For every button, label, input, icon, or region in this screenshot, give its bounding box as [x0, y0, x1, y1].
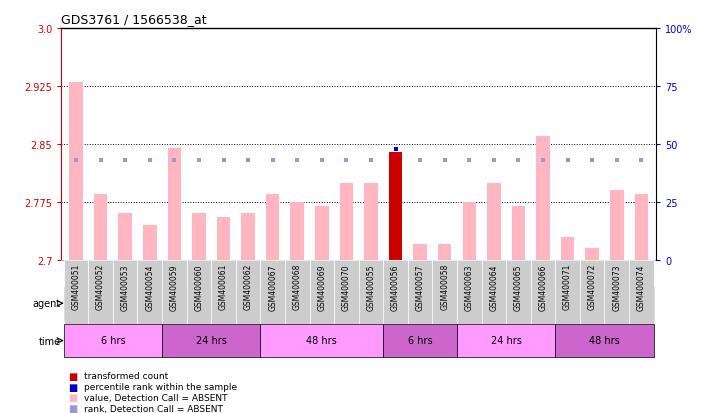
Text: GSM400057: GSM400057: [415, 263, 425, 310]
Text: 48 hrs: 48 hrs: [589, 335, 620, 345]
Text: GSM400061: GSM400061: [219, 263, 228, 310]
Text: vehicle: vehicle: [194, 298, 229, 308]
Bar: [291, 202, 304, 260]
Bar: [94, 195, 107, 260]
Text: 6 hrs: 6 hrs: [408, 335, 433, 345]
Text: GSM400066: GSM400066: [539, 263, 547, 310]
Text: GSM400070: GSM400070: [342, 263, 351, 310]
Bar: [384, 324, 457, 357]
Bar: [266, 195, 280, 260]
Text: ■: ■: [68, 371, 78, 381]
Bar: [433, 260, 457, 324]
Text: 48 hrs: 48 hrs: [306, 335, 337, 345]
Text: 24 hrs: 24 hrs: [491, 335, 521, 345]
Bar: [359, 287, 654, 320]
Bar: [629, 260, 654, 324]
Bar: [536, 137, 550, 260]
Text: GSM400059: GSM400059: [170, 263, 179, 310]
Bar: [340, 183, 353, 260]
Bar: [610, 191, 624, 260]
Text: GSM400074: GSM400074: [637, 263, 646, 310]
Text: GSM400053: GSM400053: [120, 263, 130, 310]
Text: value, Detection Call = ABSENT: value, Detection Call = ABSENT: [84, 393, 228, 402]
Bar: [408, 260, 433, 324]
Bar: [193, 214, 205, 260]
Bar: [555, 324, 654, 357]
Bar: [118, 214, 132, 260]
Bar: [236, 260, 260, 324]
Bar: [438, 245, 451, 260]
Text: percentile rank within the sample: percentile rank within the sample: [84, 382, 237, 391]
Bar: [389, 152, 402, 260]
Text: time: time: [38, 336, 61, 346]
Bar: [457, 260, 482, 324]
Text: GSM400071: GSM400071: [563, 263, 572, 310]
Text: ■: ■: [68, 392, 78, 402]
Text: GSM400069: GSM400069: [317, 263, 327, 310]
Bar: [260, 260, 285, 324]
Bar: [634, 195, 648, 260]
Bar: [364, 183, 378, 260]
Bar: [162, 260, 187, 324]
Bar: [167, 148, 181, 260]
Bar: [309, 260, 334, 324]
Bar: [217, 218, 230, 260]
Bar: [384, 260, 408, 324]
Bar: [63, 260, 88, 324]
Bar: [242, 214, 255, 260]
Bar: [63, 324, 162, 357]
Bar: [138, 260, 162, 324]
Bar: [555, 260, 580, 324]
Bar: [211, 260, 236, 324]
Text: GSM400054: GSM400054: [145, 263, 154, 310]
Text: 6 hrs: 6 hrs: [101, 335, 125, 345]
Text: GSM400067: GSM400067: [268, 263, 277, 310]
Bar: [482, 260, 506, 324]
Bar: [512, 206, 525, 260]
Bar: [463, 202, 476, 260]
Bar: [143, 225, 156, 260]
Text: GSM400060: GSM400060: [195, 263, 203, 310]
Bar: [531, 260, 555, 324]
Text: ■: ■: [68, 382, 78, 392]
Text: transformed count: transformed count: [84, 371, 169, 380]
Text: 1,25(OH)2D: 1,25(OH)2D: [477, 298, 535, 308]
Text: rank, Detection Call = ABSENT: rank, Detection Call = ABSENT: [84, 404, 224, 413]
Text: GSM400068: GSM400068: [293, 263, 302, 310]
Bar: [457, 324, 555, 357]
Bar: [260, 324, 384, 357]
Text: GDS3761 / 1566538_at: GDS3761 / 1566538_at: [61, 13, 207, 26]
Bar: [187, 260, 211, 324]
Text: GSM400058: GSM400058: [441, 263, 449, 310]
Bar: [506, 260, 531, 324]
Bar: [88, 260, 113, 324]
Text: GSM400065: GSM400065: [514, 263, 523, 310]
Text: GSM400073: GSM400073: [612, 263, 622, 310]
Bar: [604, 260, 629, 324]
Bar: [162, 324, 260, 357]
Bar: [487, 183, 500, 260]
Bar: [585, 249, 599, 260]
Bar: [413, 245, 427, 260]
Bar: [63, 287, 359, 320]
Bar: [334, 260, 358, 324]
Bar: [113, 260, 138, 324]
Bar: [285, 260, 309, 324]
Bar: [359, 260, 384, 324]
Text: GSM400052: GSM400052: [96, 263, 105, 310]
Bar: [561, 237, 575, 260]
Bar: [69, 83, 83, 260]
Text: 24 hrs: 24 hrs: [196, 335, 226, 345]
Text: agent: agent: [32, 299, 61, 309]
Text: GSM400063: GSM400063: [465, 263, 474, 310]
Text: GSM400051: GSM400051: [71, 263, 81, 310]
Text: ■: ■: [68, 403, 78, 413]
Bar: [580, 260, 604, 324]
Text: GSM400072: GSM400072: [588, 263, 597, 310]
Text: GSM400055: GSM400055: [366, 263, 376, 310]
Text: GSM400064: GSM400064: [490, 263, 498, 310]
Text: GSM400056: GSM400056: [391, 263, 400, 310]
Bar: [315, 206, 329, 260]
Text: GSM400062: GSM400062: [244, 263, 252, 310]
